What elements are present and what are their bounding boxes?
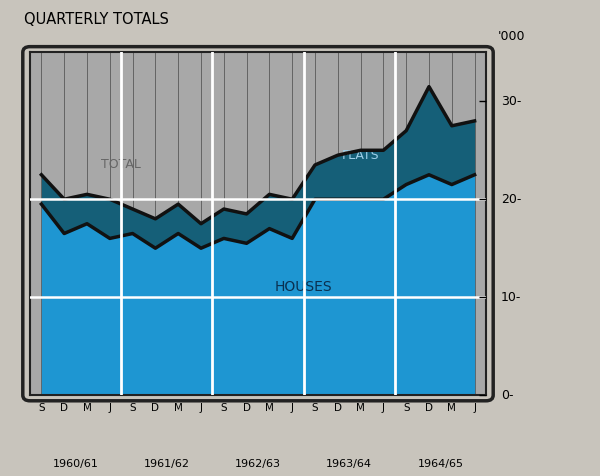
Text: 0-: 0- (501, 388, 514, 402)
Text: TOTAL: TOTAL (101, 159, 141, 171)
Text: 1963/64: 1963/64 (326, 459, 372, 469)
Text: 20-: 20- (501, 193, 521, 206)
Text: FLATS: FLATS (342, 149, 379, 162)
Text: 1962/63: 1962/63 (235, 459, 281, 469)
Text: 1960/61: 1960/61 (53, 459, 98, 469)
Text: 1961/62: 1961/62 (144, 459, 190, 469)
Text: QUARTERLY TOTALS: QUARTERLY TOTALS (24, 12, 169, 27)
Text: HOUSES: HOUSES (275, 280, 332, 294)
Text: 30-: 30- (501, 95, 521, 108)
Text: 10-: 10- (501, 291, 521, 304)
Text: '000: '000 (498, 30, 526, 43)
Text: 1964/65: 1964/65 (418, 459, 463, 469)
